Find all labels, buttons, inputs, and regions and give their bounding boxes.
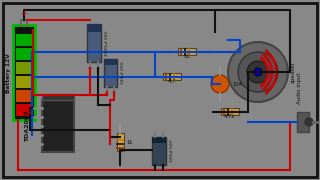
Bar bbox=[178, 48, 196, 55]
Text: +: + bbox=[25, 108, 32, 117]
Bar bbox=[221, 108, 239, 115]
Text: 330uf 50V: 330uf 50V bbox=[170, 140, 174, 162]
Bar bbox=[16, 76, 32, 88]
Bar bbox=[104, 59, 117, 65]
Bar bbox=[152, 137, 166, 143]
Text: +: + bbox=[86, 66, 92, 72]
Circle shape bbox=[305, 118, 313, 126]
Circle shape bbox=[228, 42, 288, 102]
Circle shape bbox=[238, 52, 278, 92]
Bar bbox=[42, 94, 74, 100]
Text: 1k: 1k bbox=[126, 140, 132, 145]
Text: -: - bbox=[114, 91, 116, 96]
Bar bbox=[87, 24, 101, 62]
Bar bbox=[117, 133, 124, 151]
Circle shape bbox=[254, 68, 262, 76]
Text: TDA2003: TDA2003 bbox=[26, 110, 30, 142]
Text: +: + bbox=[104, 91, 108, 96]
Bar bbox=[297, 112, 309, 132]
Text: 4.7: 4.7 bbox=[168, 79, 176, 84]
Bar bbox=[152, 137, 166, 165]
Text: 220uf 25V: 220uf 25V bbox=[121, 62, 125, 84]
Bar bbox=[42, 100, 74, 152]
Text: Audio input: Audio input bbox=[298, 73, 302, 104]
Text: 10: 10 bbox=[184, 54, 190, 59]
Text: -: - bbox=[98, 66, 100, 72]
Text: speaker: speaker bbox=[291, 61, 295, 83]
Bar bbox=[87, 24, 101, 32]
Bar bbox=[16, 90, 32, 102]
Bar bbox=[16, 104, 32, 116]
Bar bbox=[16, 48, 32, 60]
Bar bbox=[104, 59, 117, 87]
Text: 4.7k: 4.7k bbox=[224, 114, 236, 119]
Text: Battery 12V: Battery 12V bbox=[5, 53, 11, 93]
Circle shape bbox=[211, 75, 229, 93]
Bar bbox=[13, 25, 35, 120]
Text: 3300uf 25V: 3300uf 25V bbox=[105, 30, 109, 56]
Bar bbox=[163, 73, 181, 80]
Circle shape bbox=[247, 61, 269, 83]
Text: +: + bbox=[20, 9, 28, 18]
Text: 104: 104 bbox=[232, 82, 242, 87]
Bar bbox=[16, 34, 32, 46]
Bar bbox=[16, 62, 32, 74]
